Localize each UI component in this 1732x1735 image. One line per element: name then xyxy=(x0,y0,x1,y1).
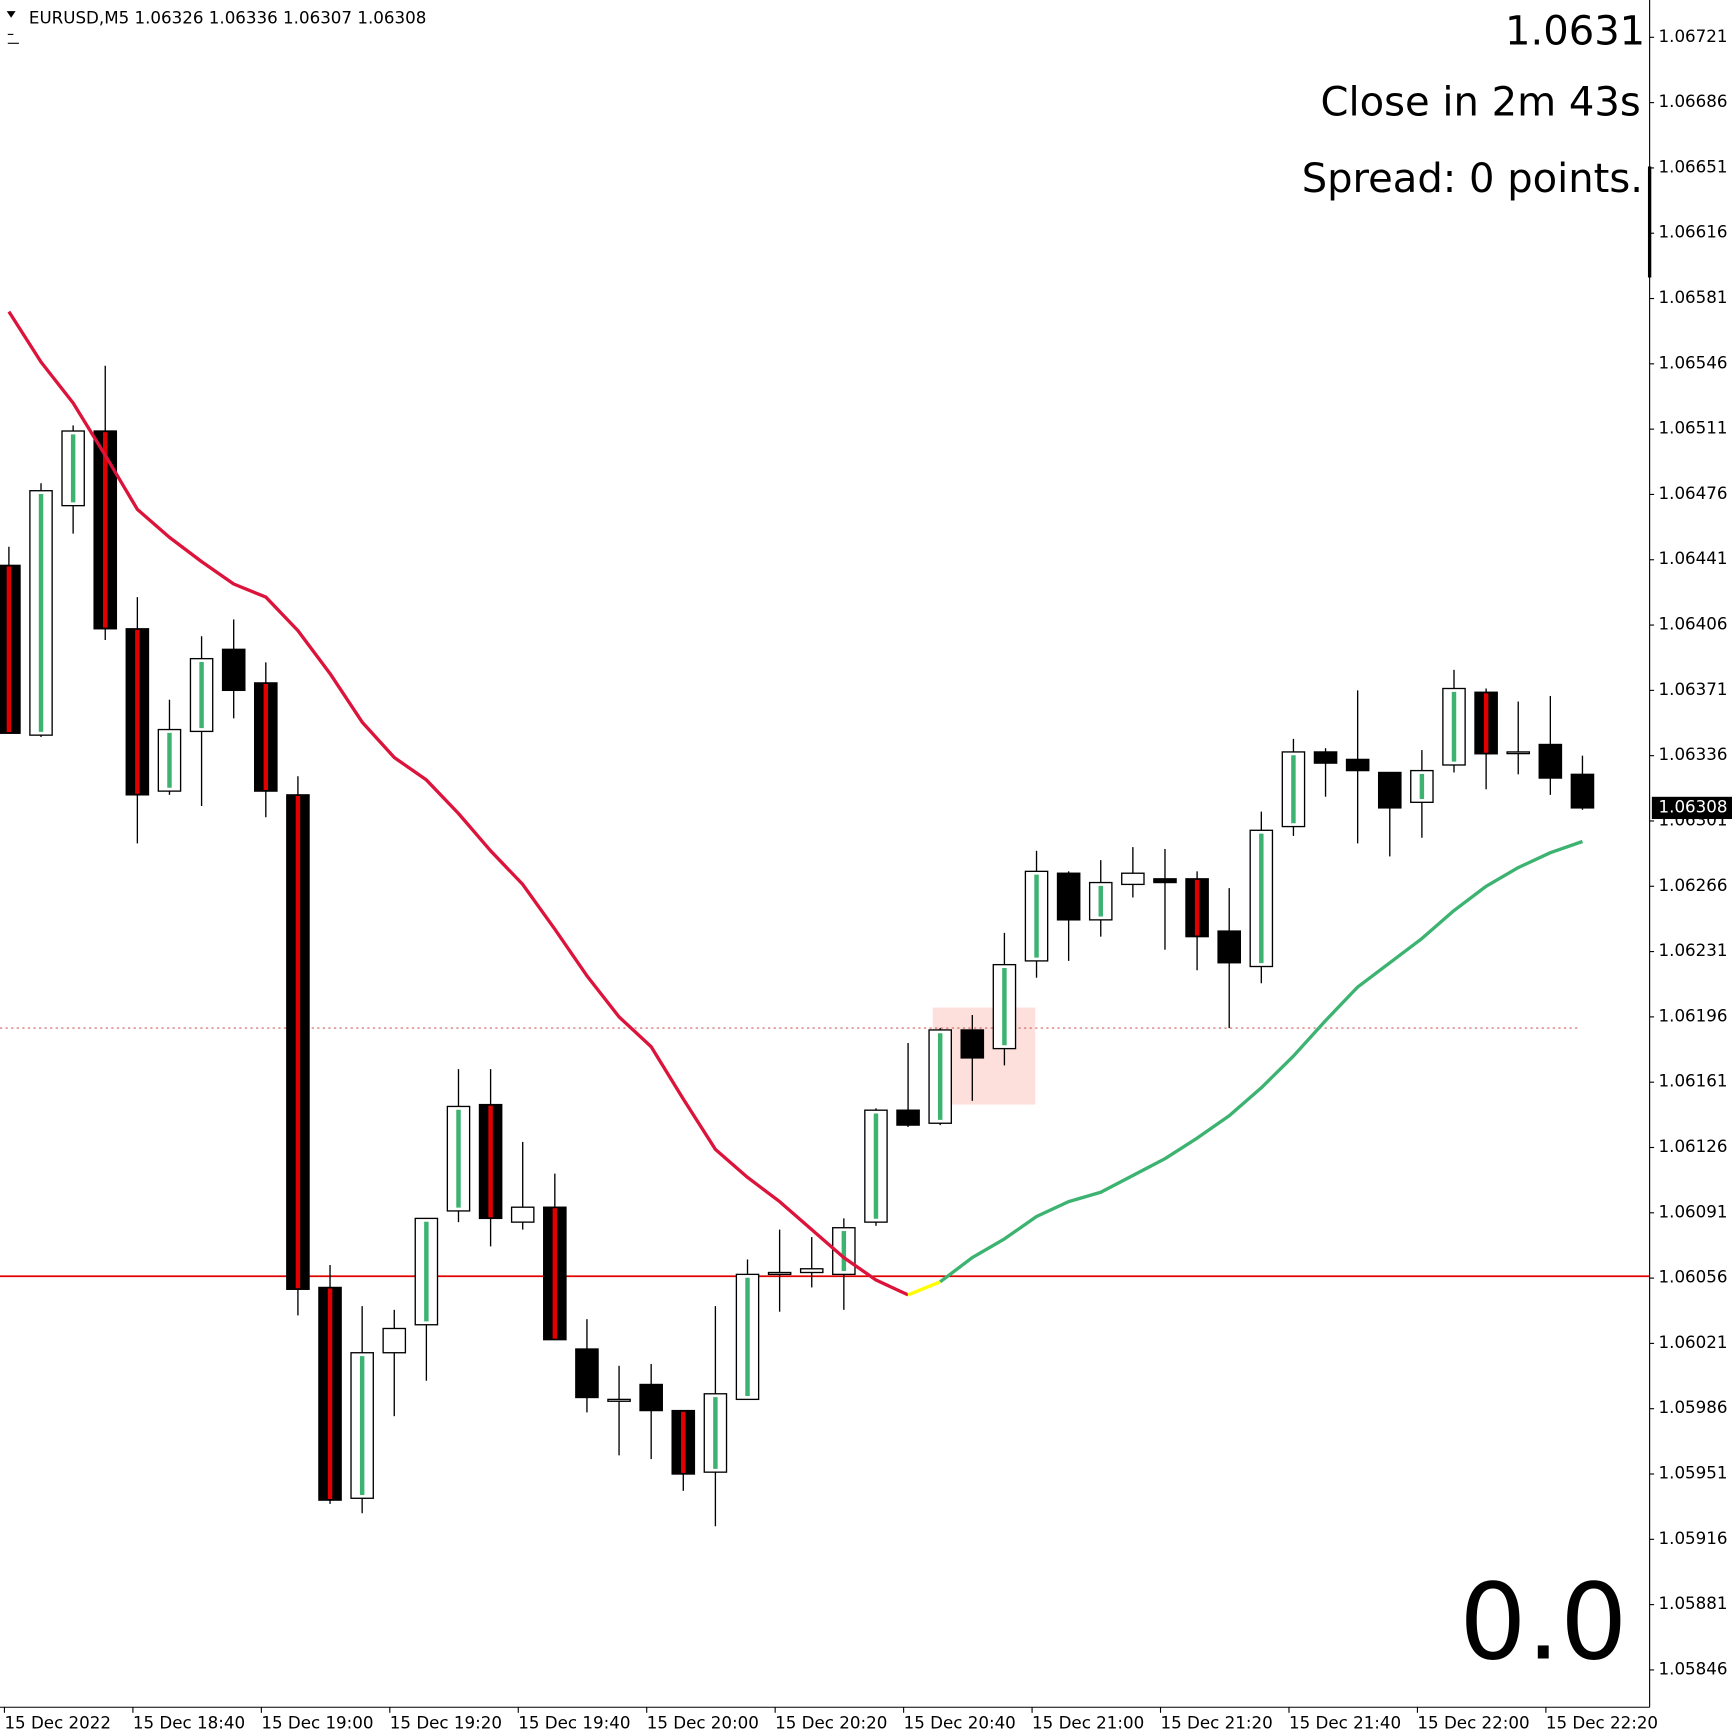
y-tick-label: 1.06616 xyxy=(1659,223,1728,242)
y-tick-label: 1.05986 xyxy=(1659,1398,1728,1417)
candle-body xyxy=(221,648,246,692)
spread-overlay: Spread: 0 points. xyxy=(1302,156,1643,202)
x-tick-label: 15 Dec 22:20 xyxy=(1546,1713,1658,1732)
y-tick-label: 1.06091 xyxy=(1659,1202,1728,1221)
y-tick-label: 1.06196 xyxy=(1659,1006,1728,1025)
y-tick-label: 1.05846 xyxy=(1659,1659,1728,1678)
menu-triangle xyxy=(6,11,16,18)
price-tag-label: 1.06308 xyxy=(1659,797,1728,816)
candle-body xyxy=(1121,872,1145,886)
x-tick-label: 15 Dec 20:20 xyxy=(775,1713,887,1732)
candle-body xyxy=(575,1348,599,1399)
x-tick-label: 15 Dec 19:00 xyxy=(261,1713,373,1732)
x-tick-label: 15 Dec 22:00 xyxy=(1417,1713,1529,1732)
moving-average xyxy=(939,839,1584,1284)
candle-body xyxy=(639,1383,663,1412)
y-tick-label: 1.06266 xyxy=(1659,876,1728,895)
candle-body xyxy=(1345,758,1370,772)
y-tick-label: 1.06056 xyxy=(1659,1268,1728,1287)
y-tick-label: 1.05881 xyxy=(1659,1594,1728,1613)
candle-body xyxy=(1153,878,1177,884)
candle-body xyxy=(1377,771,1402,809)
x-tick-label: 15 Dec 20:40 xyxy=(904,1713,1016,1732)
candle-body xyxy=(960,1029,985,1059)
y-tick-label: 1.06511 xyxy=(1659,419,1728,438)
y-tick-label: 1.05916 xyxy=(1659,1529,1728,1548)
x-tick-label: 15 Dec 21:20 xyxy=(1161,1713,1273,1732)
candle-body xyxy=(767,1271,792,1276)
counter-overlay: 0.0 xyxy=(1459,1561,1627,1684)
y-tick-label: 1.05951 xyxy=(1659,1464,1728,1483)
y-tick-label: 1.06336 xyxy=(1659,745,1728,764)
y-tick-label: 1.06126 xyxy=(1659,1137,1728,1156)
candle-body xyxy=(1506,751,1531,755)
y-tick-label: 1.06021 xyxy=(1659,1333,1728,1352)
candle-body xyxy=(382,1327,407,1354)
x-tick-label: 15 Dec 21:00 xyxy=(1032,1713,1144,1732)
moving-average xyxy=(7,310,909,1297)
price-tag xyxy=(1651,796,1732,820)
candle-body xyxy=(1538,743,1563,779)
y-tick-label: 1.06231 xyxy=(1659,941,1728,960)
moving-average xyxy=(907,1280,941,1297)
x-tick-label: 15 Dec 19:20 xyxy=(390,1713,502,1732)
candle-body xyxy=(1313,751,1338,764)
plot-area xyxy=(0,310,1650,1527)
y-tick-label: 1.06686 xyxy=(1659,92,1728,111)
candle-body xyxy=(1217,930,1242,964)
x-tick-label: 15 Dec 18:40 xyxy=(133,1713,245,1732)
y-tick-label: 1.06581 xyxy=(1659,288,1728,307)
x-tick-label: 15 Dec 2022 xyxy=(4,1713,111,1732)
y-tick-label: 1.06406 xyxy=(1659,615,1728,634)
candle-body xyxy=(510,1206,535,1223)
candle-body xyxy=(607,1398,631,1402)
candle-body xyxy=(1056,872,1081,921)
x-tick-label: 15 Dec 20:00 xyxy=(647,1713,759,1732)
y-tick-label: 1.06441 xyxy=(1659,549,1728,568)
y-tick-label: 1.06161 xyxy=(1659,1072,1728,1091)
y-tick-label: 1.06651 xyxy=(1659,157,1728,176)
y-tick-label: 1.06721 xyxy=(1659,27,1728,46)
candle-body xyxy=(896,1109,920,1126)
y-tick-label: 1.06371 xyxy=(1659,680,1728,699)
chart-title: EURUSD,M5 1.06326 1.06336 1.06307 1.0630… xyxy=(29,8,426,27)
candle-body xyxy=(799,1268,824,1274)
countdown-overlay: Close in 2m 43s xyxy=(1321,79,1641,125)
candle-body xyxy=(1570,773,1595,809)
x-tick-label: 15 Dec 19:40 xyxy=(518,1713,630,1732)
y-tick-label: 1.06546 xyxy=(1659,353,1728,372)
x-tick-label: 15 Dec 21:40 xyxy=(1289,1713,1401,1732)
y-tick-label: 1.06476 xyxy=(1659,484,1728,503)
price-overlay: 1.0631 xyxy=(1505,8,1645,54)
